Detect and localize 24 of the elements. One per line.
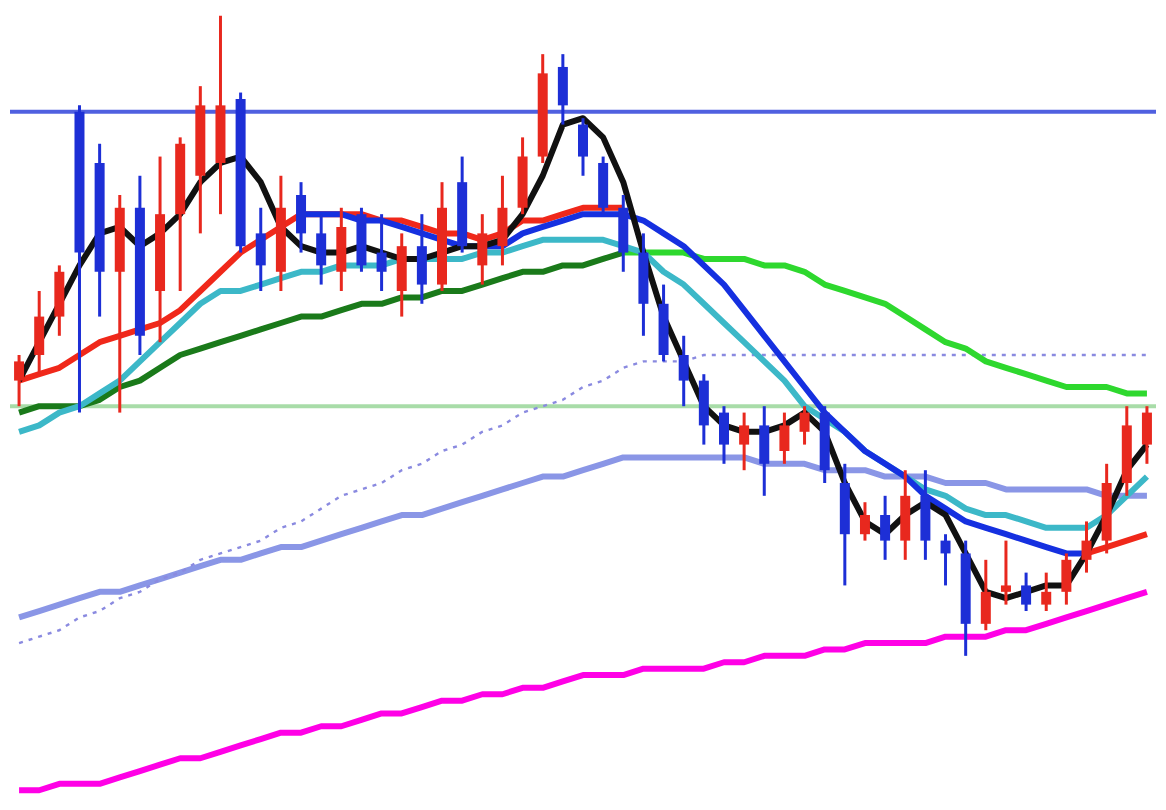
candlestick (255, 206, 266, 293)
candlestick (880, 494, 891, 562)
candlestick (739, 411, 750, 472)
candlestick (477, 212, 488, 287)
candlestick (578, 116, 588, 178)
candlestick (557, 52, 568, 127)
candlestick (1141, 404, 1152, 466)
candlestick (1041, 571, 1052, 613)
candlestick (779, 411, 790, 466)
candlestick (900, 468, 911, 562)
candlestick (678, 334, 689, 408)
candlestick (759, 404, 770, 498)
candlestick (940, 532, 951, 587)
candlestick (396, 231, 407, 319)
candlestick (1021, 571, 1032, 613)
candlestick (1061, 551, 1072, 607)
candlestick (859, 500, 870, 543)
candlestick (34, 289, 45, 376)
candlestick (980, 558, 991, 632)
candlestick (54, 263, 65, 338)
candlestick (698, 372, 709, 447)
candlestick (718, 404, 729, 466)
candlestick (1000, 539, 1011, 607)
candlestick (799, 404, 810, 447)
